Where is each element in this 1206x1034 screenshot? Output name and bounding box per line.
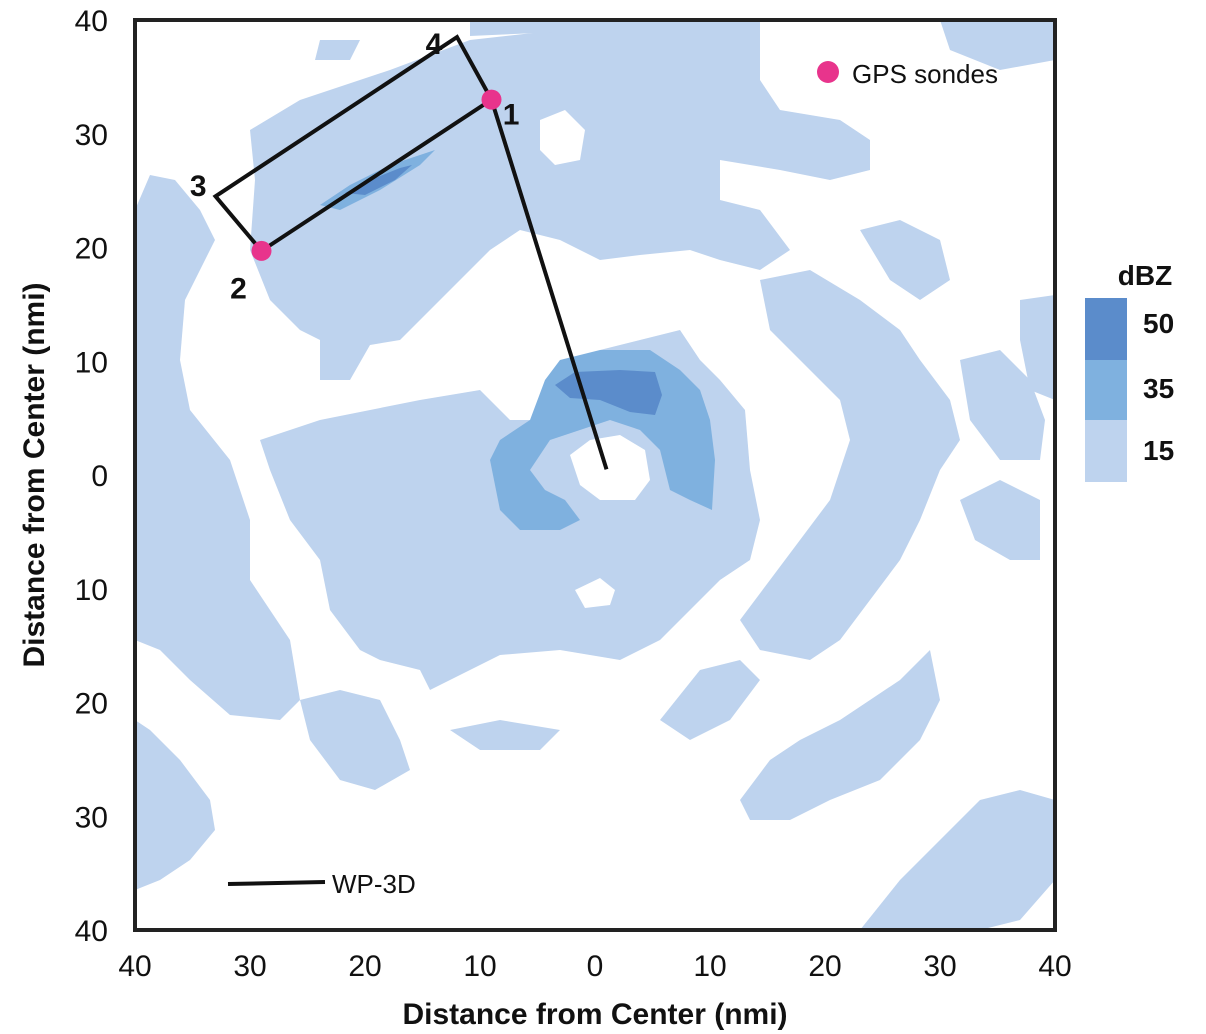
ssw-cell (450, 720, 560, 750)
west-rainband (135, 175, 300, 720)
sw-corner-cell (135, 720, 215, 890)
ne-top-cell (940, 20, 1055, 70)
y-axis-ticks: 40 30 20 10 0 10 20 30 40 (75, 5, 108, 948)
y-tick-label: 10 (75, 346, 108, 379)
waypoint-label-2: 2 (230, 272, 247, 305)
south-hole (575, 578, 615, 608)
far-east-cell (960, 350, 1045, 460)
north-rainband (250, 20, 870, 380)
x-tick-label: 20 (808, 950, 841, 983)
east-rainband (740, 270, 960, 660)
gps-sondes-legend: GPS sondes (817, 59, 998, 89)
gps-sondes-legend-marker (817, 61, 839, 83)
waypoint-label-3: 3 (190, 170, 207, 203)
x-axis-ticks: 40 30 20 10 0 10 20 30 40 (118, 950, 1071, 983)
east-mid-cell (960, 480, 1040, 560)
wp3d-legend-label: WP-3D (332, 869, 416, 899)
x-tick-label: 40 (1038, 950, 1071, 983)
dbz-colorbar: dBZ 50 35 15 (1085, 260, 1174, 482)
x-tick-label: 30 (233, 950, 266, 983)
gps-sonde-points (251, 89, 502, 261)
y-tick-label: 40 (75, 5, 108, 38)
north-hole (565, 275, 605, 320)
colorbar-title: dBZ (1118, 260, 1172, 291)
waypoint-label-4: 4 (426, 28, 443, 61)
y-tick-label: 20 (75, 688, 108, 721)
se-rainband (740, 650, 940, 820)
y-tick-label: 40 (75, 915, 108, 948)
gps-sonde-point (251, 240, 272, 261)
colorbar-label-50: 50 (1143, 308, 1174, 339)
south-cell (660, 660, 760, 740)
nw-cell (315, 40, 360, 60)
y-tick-label: 30 (75, 801, 108, 834)
y-tick-label: 0 (91, 460, 108, 493)
reflectivity-field (135, 20, 1055, 930)
plot-frame (133, 18, 1057, 932)
waypoint-labels: 1 2 3 4 (190, 28, 519, 306)
x-tick-label: 0 (587, 950, 604, 983)
y-tick-label: 20 (75, 233, 108, 266)
waypoint-label-1: 1 (503, 98, 520, 131)
sw-rainband (300, 690, 410, 790)
x-tick-label: 40 (118, 950, 151, 983)
wp3d-legend-line (227, 880, 326, 886)
y-tick-label: 30 (75, 119, 108, 152)
ne-cell (860, 220, 950, 300)
x-tick-label: 10 (463, 950, 496, 983)
x-tick-label: 20 (348, 950, 381, 983)
echo-free-holes (540, 110, 650, 608)
colorbar-label-35: 35 (1143, 373, 1174, 404)
x-tick-label: 10 (693, 950, 726, 983)
north-band-50dbz (345, 165, 412, 195)
wp3d-legend: WP-3D (227, 869, 416, 899)
x-tick-label: 30 (923, 950, 956, 983)
reflectivity-50dbz (345, 165, 662, 415)
colorbar-label-15: 15 (1143, 435, 1174, 466)
reflectivity-15dbz (135, 20, 1055, 930)
y-tick-label: 10 (75, 574, 108, 607)
y-axis-label: Distance from Center (nmi) (18, 282, 51, 667)
se-corner-cell (860, 790, 1055, 930)
colorbar-swatch-15 (1085, 420, 1127, 482)
moat-hole (540, 110, 585, 165)
x-axis-label: Distance from Center (nmi) (402, 998, 787, 1031)
gps-sonde-point (481, 89, 502, 110)
eye (570, 435, 650, 500)
wp3d-flight-track (212, 34, 609, 470)
north-edge-cell (470, 20, 760, 36)
eyewall-50dbz (555, 370, 662, 415)
colorbar-swatch-35 (1085, 360, 1127, 420)
east-edge-cell (1020, 295, 1055, 400)
colorbar-swatch-50 (1085, 298, 1127, 360)
gps-sondes-legend-label: GPS sondes (852, 59, 998, 89)
